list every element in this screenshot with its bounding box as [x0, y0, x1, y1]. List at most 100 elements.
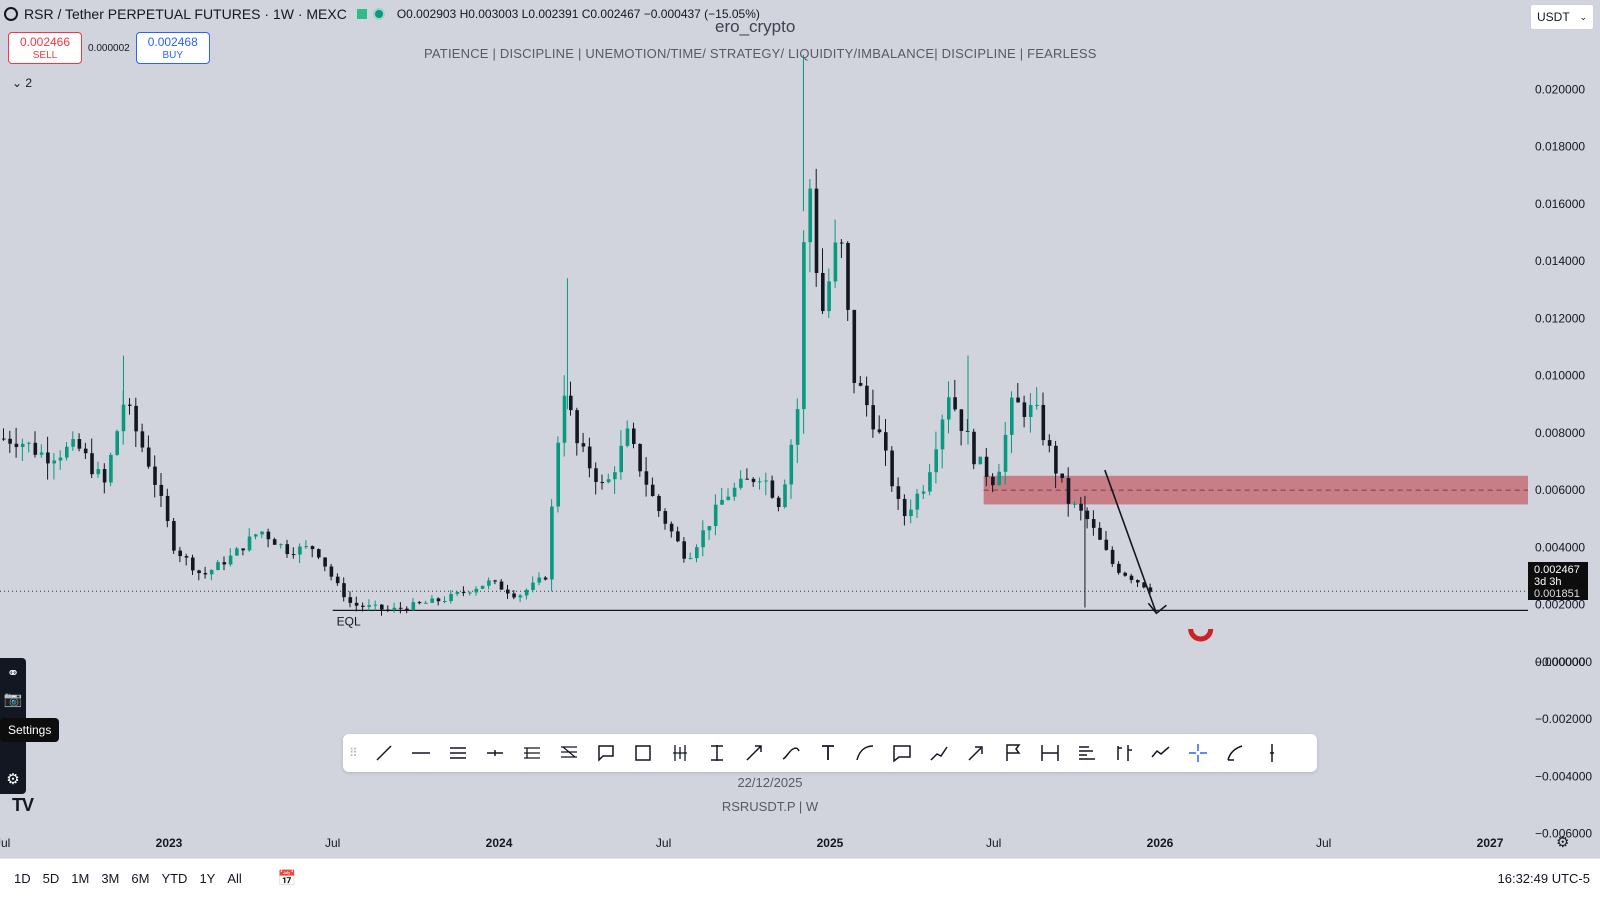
candle-body[interactable]	[997, 471, 1001, 486]
candle-body[interactable]	[814, 188, 819, 273]
candle-body[interactable]	[14, 443, 19, 448]
candle-body[interactable]	[1148, 587, 1153, 592]
candle-body[interactable]	[39, 452, 44, 455]
candle-body[interactable]	[701, 530, 705, 548]
candle-body[interactable]	[487, 580, 491, 586]
candle-body[interactable]	[102, 469, 107, 483]
candle-body[interactable]	[8, 438, 12, 444]
candle-body[interactable]	[915, 493, 920, 510]
candle-body[interactable]	[77, 439, 82, 449]
candle-body[interactable]	[531, 582, 535, 590]
candle-body[interactable]	[682, 541, 686, 559]
candle-body[interactable]	[802, 242, 806, 410]
symbol-title[interactable]: RSR / Tether PERPETUAL FUTURES · 1W · ME…	[24, 6, 347, 22]
range-1y[interactable]: 1Y	[199, 871, 216, 886]
candle-body[interactable]	[1041, 404, 1046, 441]
candle-body[interactable]	[1085, 510, 1090, 520]
candle-body[interactable]	[386, 609, 390, 611]
cross-line-tool[interactable]	[476, 738, 513, 768]
candle-body[interactable]	[361, 605, 365, 607]
range-all[interactable]: All	[227, 871, 242, 886]
candle-body[interactable]	[1079, 503, 1083, 511]
curve-tool[interactable]	[846, 738, 883, 768]
candle-body[interactable]	[380, 604, 384, 610]
candle-body[interactable]	[688, 558, 693, 560]
candle-body[interactable]	[896, 486, 901, 499]
path-tool[interactable]	[920, 738, 957, 768]
candle-body[interactable]	[795, 409, 800, 445]
candle-body[interactable]	[1010, 397, 1014, 435]
range-1d[interactable]: 1D	[14, 871, 31, 886]
camera-icon[interactable]: 📷	[3, 691, 23, 708]
candle-body[interactable]	[417, 602, 422, 604]
candle-body[interactable]	[134, 405, 138, 432]
candle-body[interactable]	[1035, 404, 1039, 406]
tradingview-logo[interactable]: TV	[12, 795, 34, 815]
indicators-toggle[interactable]: ⌄ 2	[12, 76, 32, 90]
candle-body[interactable]	[947, 397, 951, 420]
candle-body[interactable]	[342, 583, 346, 598]
candle-body[interactable]	[1104, 539, 1109, 550]
candle-body[interactable]	[254, 534, 258, 537]
text-tool[interactable]	[809, 738, 846, 768]
candle-body[interactable]	[46, 452, 50, 464]
link-icon[interactable]: ⚭	[6, 665, 20, 682]
clock-display[interactable]: 16:32:49 UTC-5	[1497, 871, 1591, 886]
candle-body[interactable]	[902, 498, 907, 517]
candle-body[interactable]	[222, 562, 227, 565]
candle-body[interactable]	[556, 442, 560, 507]
candle-body[interactable]	[663, 511, 668, 524]
candle-body[interactable]	[846, 242, 850, 310]
candle-body[interactable]	[865, 385, 869, 406]
candle-body[interactable]	[587, 446, 592, 469]
candle-body[interactable]	[329, 566, 334, 577]
candle-body[interactable]	[304, 546, 308, 548]
candle-body[interactable]	[279, 544, 283, 546]
candle-body[interactable]	[323, 557, 327, 567]
candle-body[interactable]	[33, 442, 38, 455]
candle-body[interactable]	[235, 548, 239, 556]
candle-body[interactable]	[27, 442, 31, 444]
candle-body[interactable]	[178, 550, 182, 557]
currency-select[interactable]: USDT ⌄	[1530, 4, 1594, 30]
candle-body[interactable]	[550, 506, 554, 580]
candle-body[interactable]	[461, 592, 466, 594]
candle-body[interactable]	[203, 573, 208, 575]
candle-body[interactable]	[1142, 582, 1146, 588]
candle-body[interactable]	[739, 478, 743, 488]
buy-button[interactable]: 0.002468 BUY	[135, 32, 210, 64]
candle-body[interactable]	[20, 443, 25, 448]
candle-body[interactable]	[972, 431, 976, 465]
brush-tool[interactable]	[772, 738, 809, 768]
candle-body[interactable]	[373, 604, 378, 606]
candle-body[interactable]	[789, 444, 794, 485]
flag-tool[interactable]	[994, 738, 1031, 768]
chart-pane[interactable]: EQL 0.020000 0.018000 0.016000 0.014000 0.012…	[0, 0, 1600, 850]
candle-body[interactable]	[934, 449, 938, 473]
candle-body[interactable]	[165, 495, 170, 522]
candle-body[interactable]	[562, 395, 567, 443]
candle-body[interactable]	[569, 395, 573, 411]
arrow-tool[interactable]	[735, 738, 772, 768]
candle-body[interactable]	[348, 597, 353, 603]
horizontal-ray-tool[interactable]	[402, 738, 439, 768]
candle-body[interactable]	[871, 405, 875, 430]
candle-body[interactable]	[638, 444, 642, 472]
candle-body[interactable]	[228, 555, 233, 565]
candle-body[interactable]	[940, 419, 945, 450]
candle-body[interactable]	[833, 242, 838, 282]
candle-body[interactable]	[172, 521, 176, 551]
price-range-tool[interactable]	[698, 738, 735, 768]
long-position-tool[interactable]	[661, 738, 698, 768]
candle-body[interactable]	[783, 484, 787, 508]
range-ytd[interactable]: YTD	[161, 871, 188, 886]
candle-body[interactable]	[1136, 580, 1140, 583]
candle-body[interactable]	[1123, 572, 1127, 576]
candle-body[interactable]	[1047, 440, 1052, 446]
candle-body[interactable]	[216, 562, 220, 571]
candle-body[interactable]	[821, 272, 825, 312]
candle-body[interactable]	[858, 382, 863, 386]
candle-body[interactable]	[512, 593, 516, 598]
candle-body[interactable]	[493, 580, 497, 582]
candle-body[interactable]	[613, 472, 617, 480]
